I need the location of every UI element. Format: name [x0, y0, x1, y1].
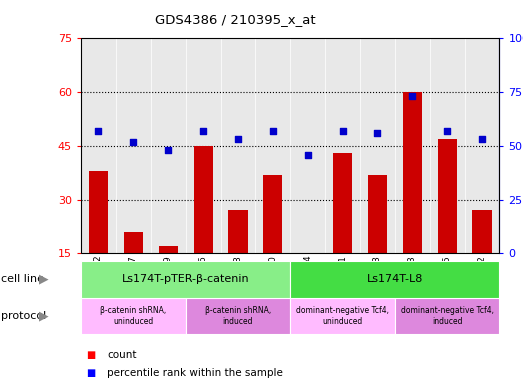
Bar	[158, 246, 178, 253]
Bar	[186, 298, 290, 334]
Bar	[290, 261, 499, 298]
Text: count: count	[107, 350, 137, 360]
Bar	[229, 210, 247, 253]
Bar	[81, 298, 186, 334]
Text: Ls174T-pTER-β-catenin: Ls174T-pTER-β-catenin	[122, 274, 249, 285]
Point	[199, 128, 207, 134]
Bar	[368, 175, 387, 253]
Text: GDS4386 / 210395_x_at: GDS4386 / 210395_x_at	[155, 13, 316, 26]
Text: cell line: cell line	[1, 274, 44, 285]
Text: β-catenin shRNA,
uninduced: β-catenin shRNA, uninduced	[100, 306, 166, 326]
Text: percentile rank within the sample: percentile rank within the sample	[107, 368, 283, 378]
Bar	[290, 298, 395, 334]
Point	[129, 139, 138, 145]
Bar	[124, 232, 143, 253]
Point	[443, 128, 451, 134]
Point	[269, 128, 277, 134]
Text: ■: ■	[86, 368, 96, 378]
Bar	[194, 146, 213, 253]
Bar	[263, 175, 282, 253]
Bar	[333, 153, 352, 253]
Point	[478, 136, 486, 142]
Text: ■: ■	[86, 350, 96, 360]
Text: ▶: ▶	[39, 273, 49, 286]
Text: protocol: protocol	[1, 311, 47, 321]
Bar	[89, 171, 108, 253]
Text: Ls174T-L8: Ls174T-L8	[367, 274, 423, 285]
Bar	[472, 210, 492, 253]
Text: ▶: ▶	[39, 310, 49, 322]
Point	[373, 130, 382, 136]
Bar	[81, 261, 290, 298]
Text: dominant-negative Tcf4,
induced: dominant-negative Tcf4, induced	[401, 306, 494, 326]
Point	[164, 147, 173, 153]
Text: dominant-negative Tcf4,
uninduced: dominant-negative Tcf4, uninduced	[296, 306, 389, 326]
Point	[338, 128, 347, 134]
Point	[94, 128, 103, 134]
Bar	[403, 92, 422, 253]
Bar	[438, 139, 457, 253]
Text: β-catenin shRNA,
induced: β-catenin shRNA, induced	[205, 306, 271, 326]
Point	[408, 93, 416, 99]
Point	[234, 136, 242, 142]
Bar	[395, 298, 499, 334]
Point	[303, 151, 312, 157]
